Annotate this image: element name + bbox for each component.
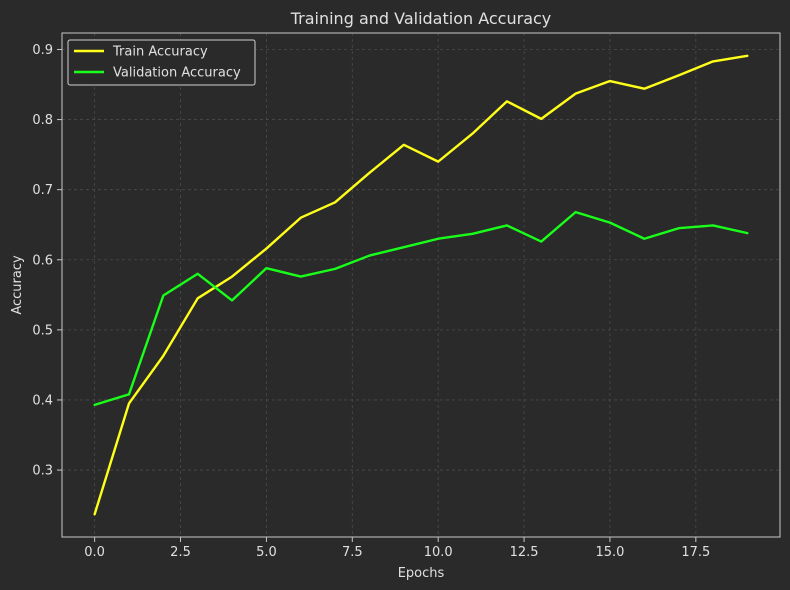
x-tick-label: 5.0 — [256, 545, 277, 560]
y-tick-label: 0.6 — [32, 253, 53, 268]
series-line-train — [93, 54, 749, 516]
chart-title: Training and Validation Accuracy — [290, 9, 552, 28]
series-line-validation — [93, 210, 749, 407]
legend-label-validation: Validation Accuracy — [113, 66, 241, 81]
x-tick-label: 15.0 — [595, 545, 624, 560]
y-tick-label: 0.8 — [32, 113, 53, 128]
series-lines — [93, 54, 749, 516]
x-tick-label: 12.5 — [510, 545, 539, 560]
legend-box — [67, 39, 256, 86]
y-tick-label: 0.9 — [32, 43, 53, 58]
y-axis-ticks: 0.3 0.4 0.5 0.6 0.7 0.8 0.9 — [32, 43, 62, 479]
x-axis-ticks: 0.0 2.5 5.0 7.5 10.0 12.5 15.0 17.5 — [84, 537, 710, 560]
x-axis-label: Epochs — [398, 566, 445, 581]
y-tick-label: 0.3 — [32, 464, 53, 479]
legend: Train Accuracy Validation Accuracy — [67, 39, 256, 86]
y-tick-label: 0.5 — [32, 323, 53, 338]
x-tick-label: 0.0 — [84, 545, 105, 560]
x-tick-label: 10.0 — [424, 545, 453, 560]
x-tick-label: 2.5 — [170, 545, 191, 560]
y-tick-label: 0.4 — [32, 393, 53, 408]
legend-label-train: Train Accuracy — [112, 45, 208, 60]
y-axis-label: Accuracy — [10, 255, 25, 315]
y-tick-label: 0.7 — [32, 183, 53, 198]
x-tick-label: 7.5 — [342, 545, 363, 560]
plot-frame — [61, 32, 781, 538]
grid — [62, 33, 780, 537]
x-tick-label: 17.5 — [681, 545, 710, 560]
